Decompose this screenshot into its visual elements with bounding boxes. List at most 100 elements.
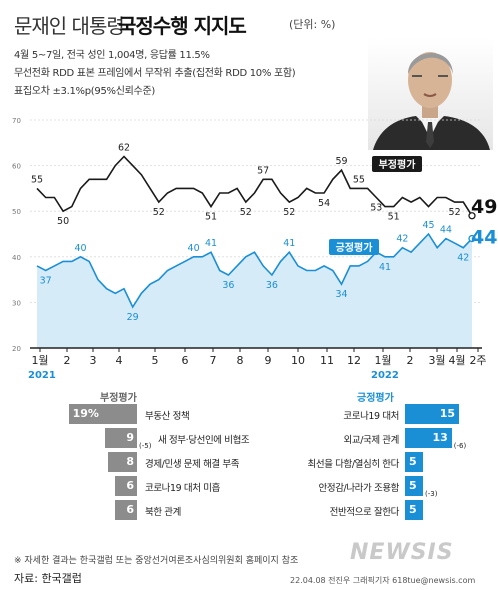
positive-tag-box <box>329 239 379 255</box>
footnote: ※ 자세한 결과는 한국갤럽 또는 중앙선거여론조사심의위원회 홈페이지 참조 <box>14 556 299 566</box>
negative-point-label: 57 <box>257 165 269 176</box>
negative-reason-label: 새 정부·당선인에 비협조 <box>158 435 250 446</box>
negative-point-label: 51 <box>205 212 217 223</box>
x-tick-label: 1월 <box>374 354 391 367</box>
president-portrait <box>368 38 493 150</box>
positive-point-label: 37 <box>40 275 52 286</box>
y-tick-label: 70 <box>12 117 21 125</box>
negative-point-label: 62 <box>118 142 130 153</box>
positive-point-label: 29 <box>127 312 139 323</box>
positive-reason-value: 5 <box>409 503 417 516</box>
positive-reason-label: 전반적으로 잘한다 <box>329 507 400 518</box>
positive-point-label: 41 <box>379 262 391 273</box>
negative-reason-label: 코로나19 대처 미흡 <box>145 483 220 494</box>
positive-reason-label: 최선을 다함/열심히 한다 <box>307 459 400 470</box>
negative-reason-value: 9 <box>126 431 134 444</box>
newsis-watermark-logo: NEWSIS <box>350 540 454 565</box>
x-tick-label: 5 <box>152 354 159 367</box>
negative-point-label: 55 <box>31 174 43 185</box>
x-tick-label: 4 <box>116 354 123 367</box>
positive-reason-change: (-3) <box>425 481 437 500</box>
y-tick-label: 20 <box>12 345 21 353</box>
positive-reason-bar: 15 <box>405 404 459 424</box>
x-tick-label: 4월 <box>448 354 465 367</box>
positive-point-label: 34 <box>335 289 347 300</box>
positive-point-label: 40 <box>74 243 86 254</box>
positive-point-labels: 37 40 29 40 41 36 36 41 34 41 42 45 44 42 <box>40 220 470 323</box>
positive-reason-value: 13 <box>432 431 448 444</box>
positive-reason-bar: 5 <box>405 500 423 520</box>
title-main: 문재인 대통령 <box>14 14 125 38</box>
positive-reason-bar: 5 <box>405 452 423 472</box>
negative-point-label: 59 <box>335 156 347 167</box>
positive-point-label: 40 <box>188 243 200 254</box>
y-tick-label: 40 <box>12 254 21 262</box>
negative-reason-value: 6 <box>126 503 134 516</box>
x-tick-label: 3월 <box>428 354 445 367</box>
negative-point-label: 52 <box>283 207 295 218</box>
positive-reason-bar: 13 <box>405 428 452 448</box>
y-tick-label: 60 <box>12 163 21 171</box>
x-tick-label: 6 <box>182 354 189 367</box>
negative-reason-label: 부동산 정책 <box>145 411 190 422</box>
positive-point-label: 36 <box>222 280 234 291</box>
negative-reason-label: 북한 관계 <box>145 507 181 518</box>
unit-label: (단위: %) <box>289 18 336 31</box>
negative-point-label: 50 <box>57 216 69 227</box>
positive-reasons-title: 긍정평가 <box>357 393 394 404</box>
negative-reason-change: (-5) <box>139 433 151 452</box>
positive-tag-label: 긍정평가 <box>336 241 374 254</box>
negative-point-label: 51 <box>388 212 400 223</box>
negative-point-label: 54 <box>318 198 330 209</box>
x-tick-label: 1월 <box>31 354 48 367</box>
positive-point-label: 36 <box>266 280 278 291</box>
positive-point-label: 41 <box>205 238 217 249</box>
negative-reason-bar: 8 <box>108 452 137 472</box>
positive-point-label: 44 <box>440 225 452 236</box>
positive-reason-value: 5 <box>409 455 417 468</box>
change-note: (-5) <box>139 442 152 450</box>
negative-reason-label: 경제/민생 문제 해결 부족 <box>145 459 240 470</box>
x-tick-label: 2 <box>64 354 71 367</box>
x-tick-label: 10 <box>291 354 305 367</box>
positive-reason-value: 15 <box>439 407 455 420</box>
x-tick-label: 3 <box>90 354 97 367</box>
negative-reason-bar: 6 <box>115 476 137 496</box>
year-label: 2022 <box>371 370 399 381</box>
negative-end-point <box>468 212 476 220</box>
positive-reason-label: 안정감/나라가 조용함 <box>318 483 400 494</box>
negative-tag-label: 부정평가 <box>379 158 417 171</box>
negative-point-label: 55 <box>353 174 365 185</box>
negative-reason-bar: 19% <box>68 404 137 424</box>
positive-reason-bar: 5 <box>405 476 423 496</box>
x-tick-label: 7 <box>210 354 217 367</box>
positive-point-label: 45 <box>422 220 434 231</box>
x-tick-label: 9 <box>265 354 272 367</box>
reason-bars: 19% 부동산 정책 9 (-5) 새 정부·당선인에 비협조 8 경제/민생 문제 해결 … <box>0 404 498 539</box>
positive-area-fill <box>37 234 472 348</box>
title-emphasis: 국정수행 지지도 <box>118 14 247 38</box>
x-tick-label: 2 <box>407 354 414 367</box>
positive-point-label: 41 <box>283 238 295 249</box>
negative-point-label: 52 <box>153 207 165 218</box>
x-axis: 1월 2 3 4 5 6 7 8 9 10 11 12 1월 2 3월 4월 2주 2021 2022 <box>28 347 487 381</box>
negative-reasons-title: 부정평가 <box>100 393 137 404</box>
negative-reason-value: 8 <box>126 455 134 468</box>
credit-line: 22.04.08 전진우 그래픽기자 618tue@newsis.com <box>290 576 476 585</box>
positive-end-label: 44 <box>471 227 497 249</box>
negative-reason-value: 19% <box>72 407 99 420</box>
negative-reason-value: 6 <box>126 479 134 492</box>
negative-point-label: 53 <box>370 203 382 214</box>
survey-info-line: 표집오차 ±3.1%p(95%신뢰수준) <box>14 86 155 97</box>
positive-reason-label: 외교/국제 관계 <box>343 435 400 446</box>
negative-reason-bar: 9 <box>104 428 137 448</box>
change-note: (-3) <box>425 490 438 498</box>
negative-end-label: 49 <box>471 196 497 218</box>
y-axis-ticks: 20 30 40 50 60 70 <box>12 117 21 353</box>
source-label: 자료: 한국갤럽 <box>14 572 82 585</box>
change-note: (-6) <box>453 442 467 450</box>
negative-point-label: 52 <box>240 207 252 218</box>
